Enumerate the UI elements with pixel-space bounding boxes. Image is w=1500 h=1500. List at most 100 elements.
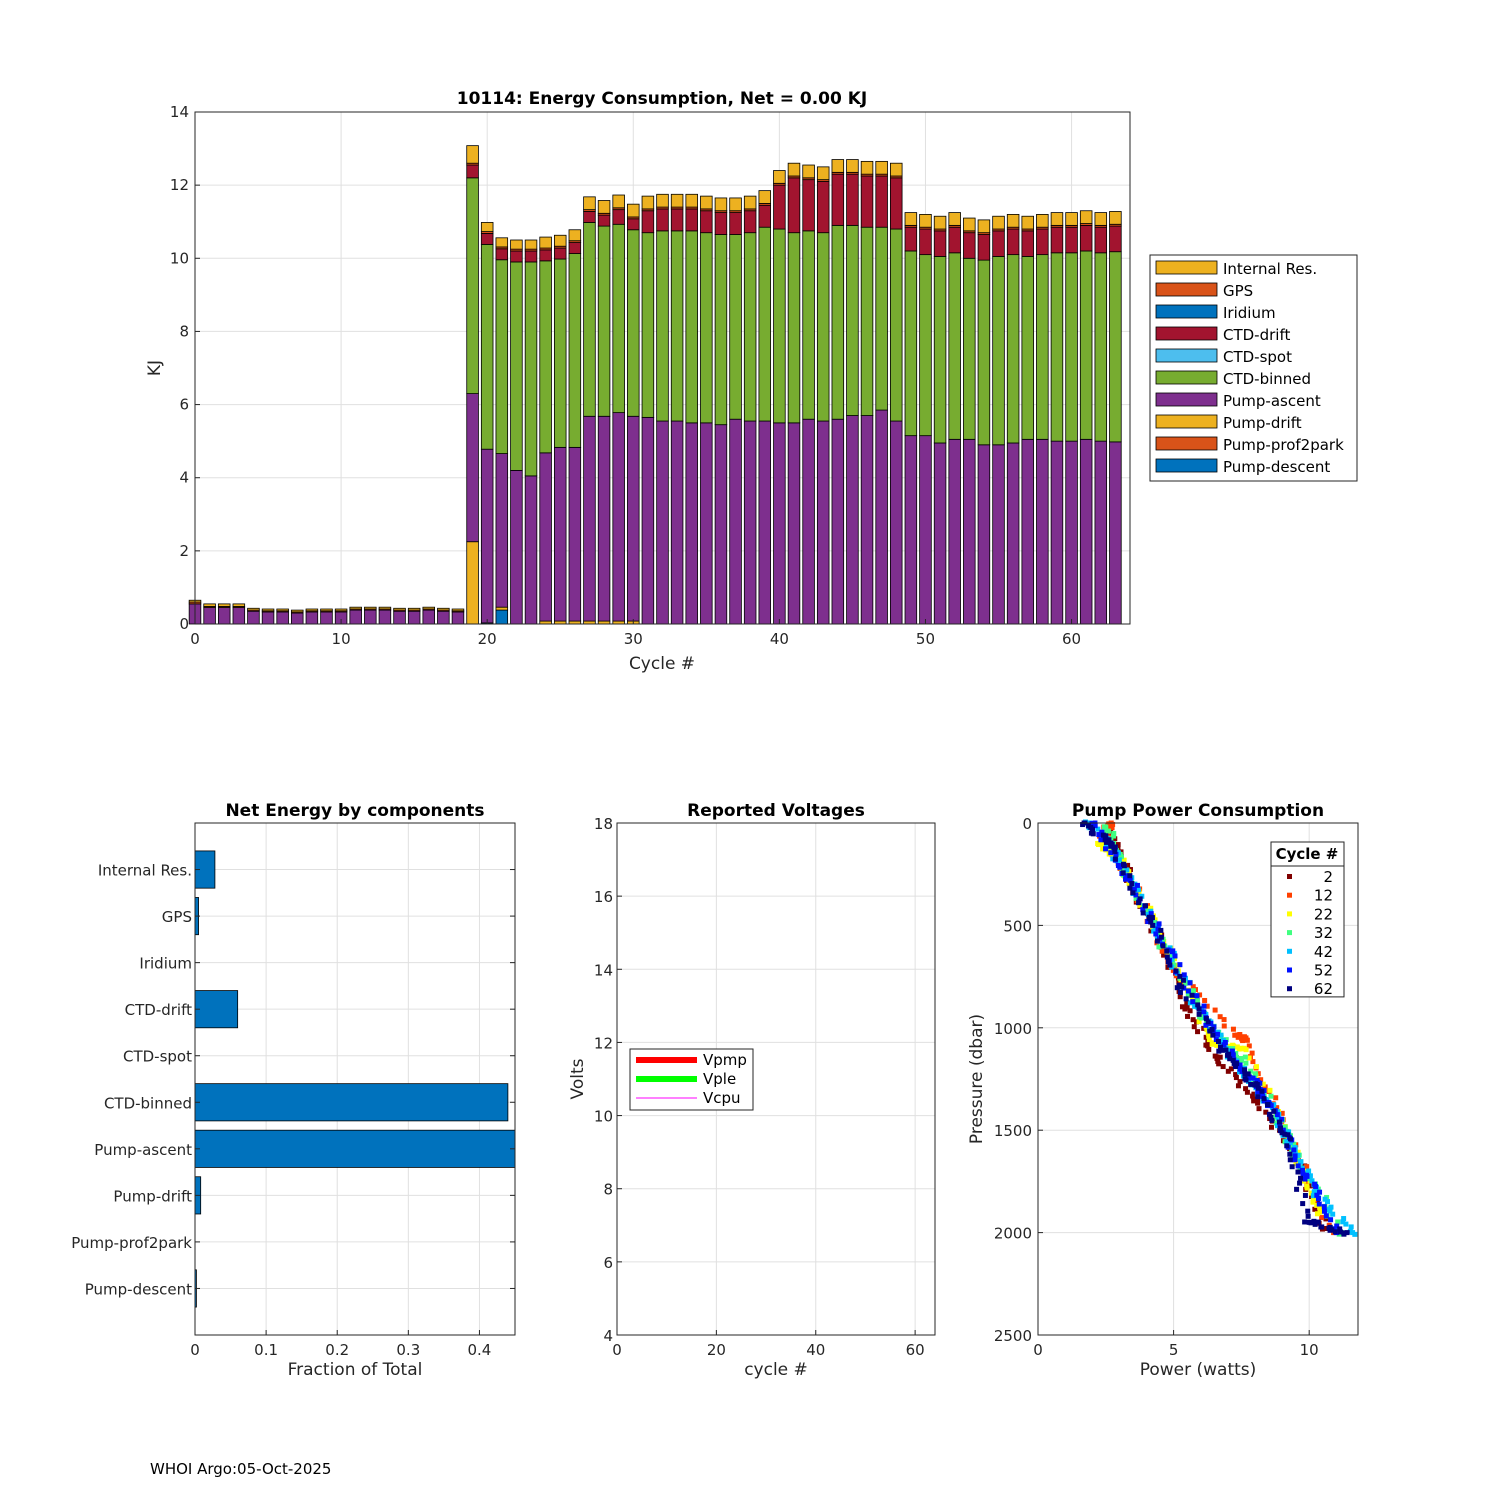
legend-marker: [1287, 911, 1292, 917]
legend-label: 32: [1314, 924, 1333, 942]
scatter-point: [1216, 1048, 1222, 1054]
bar-segment: [203, 603, 216, 607]
y-tick-label: Internal Res.: [98, 862, 192, 880]
bar-segment: [627, 203, 640, 218]
bar-segment: [568, 253, 582, 448]
scatter-point: [1118, 849, 1124, 855]
bar-segment: [480, 448, 494, 624]
scatter-point: [1194, 997, 1200, 1003]
bar-segment: [831, 418, 845, 625]
bar-segment: [276, 608, 289, 612]
scatter-point: [1196, 1011, 1202, 1017]
bar-segment: [305, 608, 319, 612]
scatter-point: [1190, 988, 1196, 994]
bar-segment: [846, 173, 859, 226]
scatter-point: [1330, 1211, 1336, 1217]
scatter-point: [1298, 1175, 1304, 1181]
bar-segment: [802, 164, 815, 179]
scatter-point: [1182, 980, 1188, 986]
scatter-point: [1111, 833, 1117, 839]
x-tick-label: 0: [612, 1341, 622, 1359]
bar-segment: [597, 415, 611, 622]
scatter-point: [1206, 1046, 1212, 1052]
axes-box: [194, 822, 516, 1336]
bar-segment: [247, 607, 260, 611]
scatter-point: [1125, 862, 1131, 868]
bar-segment: [597, 214, 611, 227]
scatter-point: [1233, 1075, 1239, 1081]
scatter-point: [1130, 890, 1136, 896]
bar-segment: [802, 230, 815, 420]
scatter-point: [1279, 1130, 1285, 1136]
x-tick-label: 10: [332, 630, 351, 648]
scatter-point: [1161, 952, 1167, 958]
scatter-point: [1287, 1157, 1293, 1163]
y-tick-label: Pump-prof2park: [71, 1234, 192, 1252]
bar-segment: [1036, 213, 1049, 228]
y-tick-label: CTD-spot: [123, 1048, 192, 1066]
scatter-point: [1239, 1068, 1245, 1074]
bar-segment: [1050, 226, 1064, 254]
x-tick-label: 0.3: [396, 1341, 420, 1359]
bar-segment: [729, 197, 742, 212]
scatter-point: [1247, 1074, 1253, 1080]
scatter-point: [1291, 1147, 1297, 1153]
scatter-point: [1197, 992, 1203, 998]
bar-segment: [466, 393, 479, 543]
scatter-point: [1255, 1100, 1261, 1106]
scatter-point: [1266, 1111, 1272, 1117]
scatter-point: [1151, 928, 1157, 934]
y-tick-label: 0: [179, 615, 189, 633]
scatter-point: [1089, 821, 1095, 827]
scatter-point: [1315, 1195, 1321, 1201]
y-axis-label: Volts: [568, 1058, 588, 1099]
y-tick-label: 4: [179, 469, 189, 487]
bar-segment: [729, 212, 742, 235]
scatter-point: [1233, 1072, 1239, 1078]
x-tick-label: 0.4: [468, 1341, 492, 1359]
bar-segment: [320, 611, 333, 625]
bar-segment: [480, 233, 494, 245]
scatter-point: [1306, 1168, 1312, 1174]
scatter-point: [1118, 854, 1124, 860]
scatter-points: [1080, 819, 1358, 1237]
bar-segment: [553, 258, 567, 448]
scatter-point: [1218, 1032, 1224, 1038]
scatter-point: [1269, 1117, 1275, 1123]
scatter-point: [1142, 903, 1148, 909]
bar-segment: [466, 541, 479, 625]
scatter-point: [1263, 1109, 1269, 1115]
scatter-point: [1112, 849, 1118, 855]
scatter-point: [1248, 1081, 1254, 1087]
scatter-point: [1204, 1043, 1210, 1049]
scatter-point: [1115, 842, 1121, 848]
bar-segment: [261, 608, 275, 612]
scatter-point: [1133, 895, 1139, 901]
scatter-point: [1230, 1026, 1236, 1032]
bar-segment: [933, 230, 947, 257]
bar-segment: [904, 435, 918, 625]
scatter-point: [1183, 996, 1189, 1002]
scatter-point: [1310, 1193, 1316, 1199]
bar-segment: [714, 212, 728, 235]
bar-segment: [656, 420, 669, 625]
legend-marker: [1287, 948, 1292, 954]
bar-segment: [583, 211, 596, 223]
scatter-point: [1140, 910, 1146, 916]
bar-segment: [524, 261, 538, 477]
y-tick-label: 6: [179, 396, 189, 414]
scatter-point: [1249, 1050, 1255, 1056]
scatter-point: [1312, 1221, 1318, 1227]
scatter-point: [1255, 1096, 1261, 1102]
bar-segment: [919, 435, 932, 625]
scatter-point: [1268, 1103, 1274, 1109]
scatter-point: [1337, 1229, 1343, 1235]
bar-segment: [948, 252, 961, 440]
bar: [194, 1129, 516, 1168]
scatter-point: [1201, 1003, 1207, 1009]
scatter-point: [1255, 1094, 1261, 1100]
stacked-bars: [188, 145, 1122, 625]
bar-segment: [1079, 438, 1093, 625]
bar-segment: [1006, 228, 1020, 256]
bar-segment: [1094, 212, 1108, 226]
